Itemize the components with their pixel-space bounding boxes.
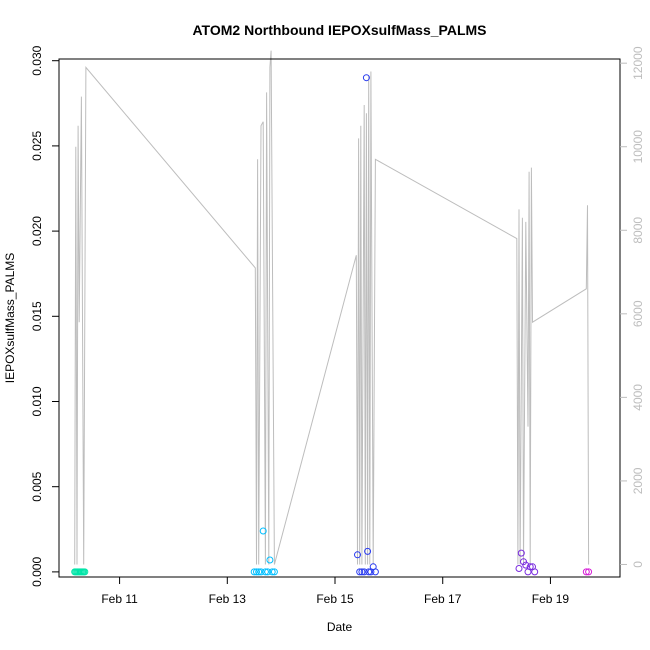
data-point	[81, 568, 89, 576]
x-tick-label: Feb 11	[101, 592, 138, 606]
x-axis-label: Date	[327, 620, 353, 634]
x-tick-label: Feb 19	[532, 592, 570, 606]
data-point	[371, 568, 379, 576]
y2-tick-label: 2000	[631, 467, 645, 494]
data-point	[268, 568, 276, 576]
points-group	[71, 74, 593, 576]
y-tick-label: 0.020	[30, 216, 44, 246]
y2-tick-label: 8000	[631, 217, 645, 244]
data-point	[362, 74, 370, 82]
x-tick-label: Feb 15	[316, 592, 354, 606]
data-point	[264, 568, 272, 576]
data-point	[257, 568, 265, 576]
data-point	[358, 568, 366, 576]
y-tick-label: 0.015	[30, 301, 44, 331]
y-tick-label: 0.025	[30, 131, 44, 161]
y-tick-label: 0.030	[30, 45, 44, 75]
data-point	[585, 568, 593, 576]
plot-frame	[58, 58, 621, 578]
data-point	[364, 547, 372, 555]
secondary-line	[74, 50, 590, 565]
data-point	[582, 568, 590, 576]
data-point	[253, 568, 260, 576]
axes-group: 0.000 0.005 0.010 0.015 0.020 0.025 0.030 0 2000…	[30, 45, 645, 606]
data-point	[354, 551, 361, 559]
data-point	[360, 568, 368, 576]
data-point	[517, 549, 525, 557]
y2-tick-label: 0	[631, 561, 645, 568]
y2-tick-label: 6000	[631, 300, 645, 327]
data-point	[531, 568, 539, 576]
y2-tick-label: 12000	[631, 46, 645, 80]
data-point	[270, 568, 278, 576]
y-tick-label: 0.005	[30, 471, 44, 501]
y2-tick-label: 10000	[631, 130, 645, 164]
y-axis-label: IEPOXsulfMass_PALMS	[3, 253, 17, 384]
data-point	[515, 565, 523, 572]
data-point	[526, 563, 534, 571]
data-point	[261, 568, 269, 576]
data-point	[266, 556, 274, 564]
data-point	[365, 568, 373, 576]
data-point	[250, 568, 258, 576]
secondary-line-group	[74, 50, 590, 565]
data-point	[255, 568, 263, 576]
x-tick-label: Feb 13	[209, 592, 247, 606]
chart-title: ATOM2 Northbound IEPOXsulfMass_PALMS	[192, 22, 486, 38]
y-tick-label: 0.000	[30, 557, 44, 587]
y2-tick-label: 4000	[631, 384, 645, 411]
x-tick-label: Feb 17	[424, 592, 462, 606]
data-point	[522, 561, 530, 569]
y-tick-label: 0.010	[30, 386, 44, 416]
data-point	[259, 527, 267, 535]
data-point	[356, 568, 364, 576]
